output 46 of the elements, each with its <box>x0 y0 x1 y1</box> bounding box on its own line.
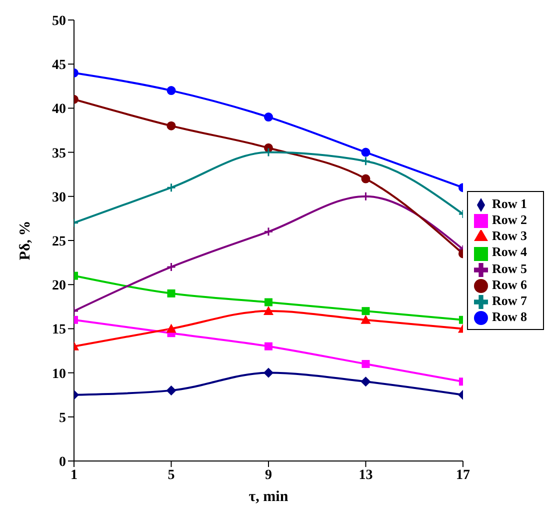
point <box>263 306 274 316</box>
point <box>361 174 370 184</box>
y-tick-label: 35 <box>52 146 66 162</box>
legend-label: Row 8 <box>492 308 527 324</box>
y-tick-label: 15 <box>52 322 66 338</box>
y-tick-label: 10 <box>52 366 66 382</box>
legend-label: Row 3 <box>492 228 527 244</box>
point <box>166 121 176 130</box>
y-tick-label: 25 <box>52 234 66 250</box>
point <box>264 342 272 350</box>
y-tick-label: 5 <box>59 410 66 426</box>
x-tick-label: 5 <box>168 468 175 483</box>
point <box>361 148 370 157</box>
point <box>360 314 371 324</box>
x-axis-title: τ, min <box>248 489 289 505</box>
x-tick-label: 13 <box>358 468 373 483</box>
point <box>167 289 176 298</box>
legend-label: Row 6 <box>492 276 527 292</box>
y-tick-label: 50 <box>52 14 66 29</box>
point <box>264 226 274 236</box>
legend-label: Row 7 <box>492 292 527 308</box>
point <box>264 298 272 306</box>
point <box>362 360 370 368</box>
point <box>264 112 273 122</box>
x-tick-label: 9 <box>264 468 272 483</box>
point <box>166 182 176 192</box>
point <box>166 324 176 333</box>
y-tick-label: 0 <box>59 454 66 470</box>
point <box>360 156 370 166</box>
y-tick-label: 40 <box>52 102 66 118</box>
point <box>166 262 176 272</box>
point <box>263 368 274 378</box>
legend-label: Row 1 <box>492 196 527 212</box>
legend-label: Row 4 <box>492 244 527 260</box>
x-tick-label: 1 <box>70 468 78 483</box>
y-tick-label: 20 <box>52 278 66 294</box>
legend-label: Row 2 <box>492 212 527 228</box>
y-axis-title: Pδ, % <box>17 220 34 260</box>
y-tick-label: 45 <box>52 58 66 74</box>
point <box>166 385 176 396</box>
point <box>166 86 176 96</box>
legend-label: Row 5 <box>492 260 527 276</box>
x-tick-label: 17 <box>456 468 470 483</box>
point <box>360 376 371 387</box>
y-tick-label: 30 <box>52 190 66 206</box>
point <box>362 307 370 316</box>
